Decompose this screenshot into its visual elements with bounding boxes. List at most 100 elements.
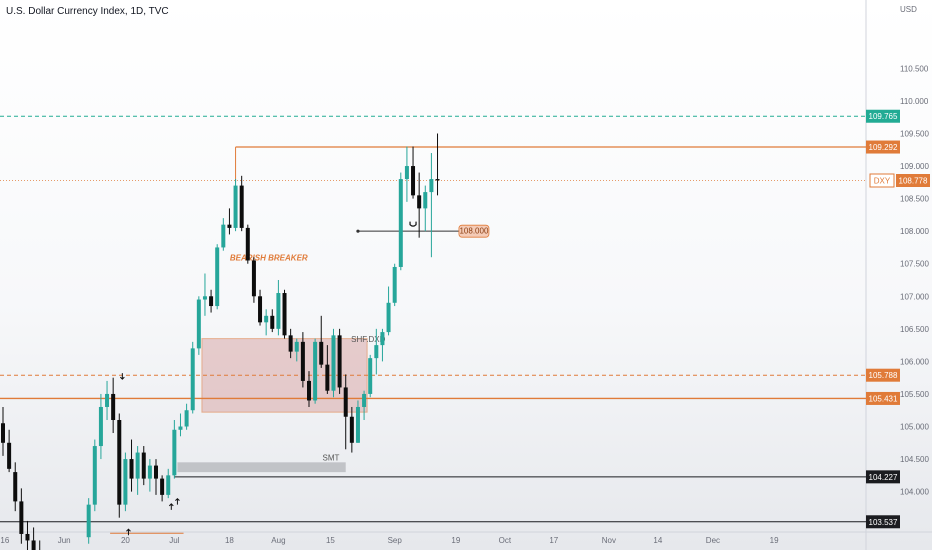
y-tick-label: 104.500 bbox=[900, 455, 929, 464]
last-price-tag bbox=[896, 174, 930, 188]
candle-body bbox=[435, 179, 440, 181]
candle-body bbox=[233, 185, 238, 228]
level-tag bbox=[866, 109, 900, 123]
smt-zone bbox=[177, 462, 346, 473]
level-tag bbox=[866, 391, 900, 405]
x-tick-label: 15 bbox=[326, 536, 335, 545]
x-tick-label: Aug bbox=[271, 536, 285, 545]
candle-body bbox=[411, 166, 416, 196]
candle-body bbox=[92, 446, 97, 505]
candle-body bbox=[270, 315, 275, 329]
x-tick-label: 19 bbox=[451, 536, 460, 545]
last-price-tag-label: 108.778 bbox=[899, 177, 928, 186]
x-tick-label: Dec bbox=[706, 536, 720, 545]
ray-108-label: 108.000 bbox=[459, 227, 488, 236]
x-tick-label: Jun bbox=[58, 536, 71, 545]
candle-body bbox=[362, 393, 367, 407]
candle-body bbox=[86, 504, 91, 538]
candle-body bbox=[355, 406, 360, 443]
candle-body bbox=[429, 179, 434, 193]
candle-body bbox=[398, 179, 403, 267]
candle-body bbox=[202, 296, 207, 300]
candle-body bbox=[129, 459, 134, 479]
y-tick-label: 108.000 bbox=[900, 227, 929, 236]
candle-body bbox=[135, 452, 140, 479]
chart-title: U.S. Dollar Currency Index, 1D, TVC bbox=[6, 6, 169, 17]
series-tag-label: DXY bbox=[874, 177, 891, 186]
ray-108-tag bbox=[458, 224, 490, 238]
candle-body bbox=[417, 195, 422, 209]
candle-body bbox=[221, 224, 226, 248]
candle-body bbox=[105, 393, 110, 407]
candle-body bbox=[276, 293, 281, 329]
candle-body bbox=[19, 501, 24, 534]
candle-body bbox=[190, 348, 195, 411]
series-tag bbox=[869, 173, 895, 188]
candle-body bbox=[227, 224, 232, 228]
candle-body bbox=[166, 475, 171, 495]
candle-body bbox=[331, 335, 336, 391]
candle-body bbox=[196, 299, 201, 349]
candle-body bbox=[374, 345, 379, 359]
candle-body bbox=[319, 341, 324, 365]
candle-body bbox=[300, 341, 305, 381]
candle-body bbox=[282, 293, 287, 336]
level-tag-label: 109.292 bbox=[869, 143, 898, 152]
candle-body bbox=[111, 393, 116, 420]
candle-body bbox=[380, 332, 385, 346]
y-tick-label: 105.500 bbox=[900, 390, 929, 399]
x-tick-label: Oct bbox=[499, 536, 512, 545]
level-tag-label: 109.765 bbox=[869, 112, 898, 121]
x-tick-label: 20 bbox=[121, 536, 130, 545]
candle-body bbox=[1, 423, 5, 443]
candle-body bbox=[117, 420, 122, 505]
y-tick-label: 105.000 bbox=[900, 423, 929, 432]
y-tick-label: 110.000 bbox=[900, 97, 929, 106]
x-tick-label: 19 bbox=[770, 536, 779, 545]
y-tick-label: 110.500 bbox=[900, 64, 929, 73]
x-tick-label: Sep bbox=[388, 536, 403, 545]
candle-body bbox=[13, 472, 18, 502]
candle-body bbox=[154, 465, 158, 479]
candle-body bbox=[98, 406, 103, 447]
level-tag bbox=[866, 140, 900, 154]
level-tag bbox=[866, 368, 900, 382]
candle-body bbox=[31, 540, 36, 550]
x-tick-label: Jul bbox=[169, 536, 179, 545]
level-tag-label: 105.788 bbox=[869, 371, 898, 380]
candle-body bbox=[239, 185, 244, 228]
cup-icon bbox=[409, 221, 417, 227]
x-tick-label: Nov bbox=[602, 536, 616, 545]
y-tick-label: 107.500 bbox=[900, 260, 929, 269]
candle-body bbox=[25, 533, 30, 541]
candle-body bbox=[178, 426, 183, 430]
candle-body bbox=[251, 260, 256, 297]
arrow-up-icon bbox=[168, 503, 174, 510]
candle-body bbox=[386, 302, 391, 333]
ray-108-dot bbox=[356, 229, 360, 233]
candle-body bbox=[258, 296, 263, 323]
y-tick-label: 106.000 bbox=[900, 357, 929, 366]
candle-body bbox=[184, 410, 189, 427]
y-tick-label: 109.500 bbox=[900, 129, 929, 138]
candle-body bbox=[325, 364, 330, 391]
candle-body bbox=[349, 416, 354, 443]
candle-body bbox=[160, 478, 165, 495]
candle-body bbox=[245, 227, 250, 261]
currency-label: USD bbox=[900, 5, 917, 14]
level-tag bbox=[866, 515, 900, 529]
x-tick-label: 14 bbox=[653, 536, 662, 545]
level-tag-label: 105.431 bbox=[869, 394, 898, 403]
candle-body bbox=[337, 335, 342, 388]
level-tag-label: 103.537 bbox=[869, 518, 898, 527]
arrow-up-icon bbox=[126, 528, 131, 536]
x-tick-label: 16 bbox=[0, 536, 9, 545]
x-tick-label: 18 bbox=[225, 536, 234, 545]
y-tick-label: 106.500 bbox=[900, 325, 929, 334]
y-tick-label: 108.500 bbox=[900, 195, 929, 204]
candle-body bbox=[313, 341, 318, 401]
smt-label: SMT bbox=[323, 453, 340, 462]
candle-body bbox=[343, 387, 348, 417]
